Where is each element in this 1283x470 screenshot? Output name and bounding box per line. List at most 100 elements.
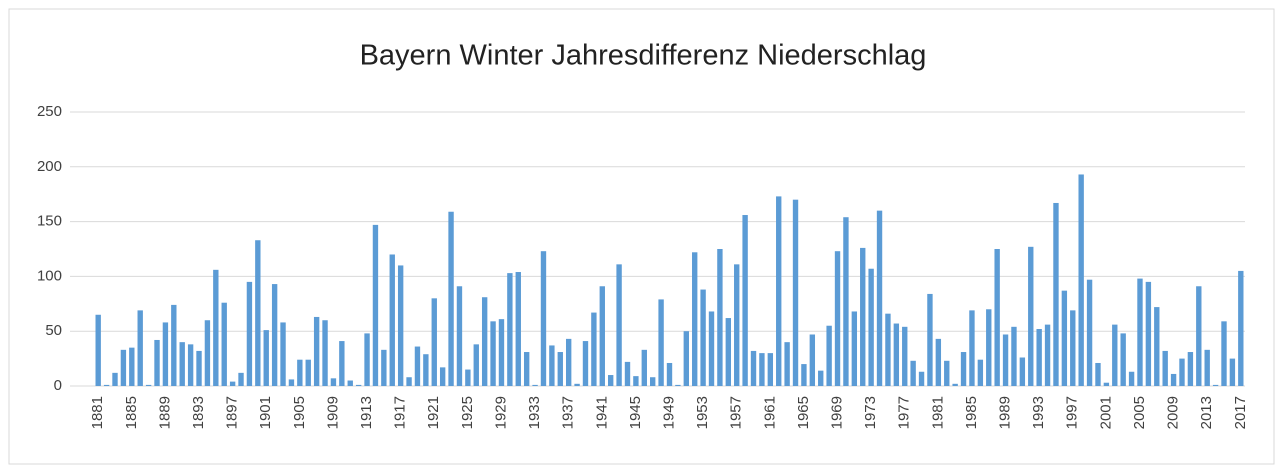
- x-tick-label: 2001: [1097, 396, 1114, 429]
- bar: [1070, 310, 1076, 386]
- bar: [742, 215, 748, 386]
- bar: [1187, 352, 1194, 386]
- bar: [456, 286, 463, 386]
- chart-title: Bayern Winter Jahresdifferenz Niederschl…: [360, 40, 927, 72]
- bar: [280, 322, 286, 386]
- x-tick-label: 1989: [997, 396, 1014, 429]
- bar: [834, 251, 841, 386]
- bar: [414, 346, 421, 386]
- y-tick-label: 100: [37, 267, 62, 284]
- bar: [1078, 174, 1084, 386]
- bar: [624, 361, 631, 386]
- bar: [355, 384, 362, 386]
- bar: [885, 313, 891, 386]
- bar: [137, 310, 143, 386]
- bar: [717, 249, 723, 386]
- bar: [507, 273, 513, 386]
- bar: [683, 331, 689, 386]
- bar: [515, 272, 521, 386]
- bar: [1103, 382, 1110, 386]
- bar: [103, 384, 110, 386]
- bar: [532, 384, 538, 386]
- x-tick-label: 1941: [593, 396, 610, 429]
- bar: [1196, 286, 1202, 386]
- bar: [792, 199, 799, 386]
- bar: [591, 312, 597, 386]
- bar: [818, 370, 824, 386]
- bar: [725, 318, 731, 386]
- bar: [112, 372, 118, 386]
- x-tick-label: 1909: [324, 396, 341, 429]
- y-tick-label: 0: [54, 377, 62, 394]
- bar: [767, 353, 774, 386]
- bar: [1011, 326, 1017, 386]
- bar: [692, 252, 698, 386]
- bar: [969, 310, 975, 386]
- y-tick-label: 150: [37, 213, 62, 230]
- bar: [339, 341, 345, 386]
- y-tick-label: 50: [45, 322, 62, 339]
- bar: [1212, 384, 1219, 386]
- bar: [927, 293, 933, 386]
- bar: [1053, 202, 1059, 386]
- bar: [465, 369, 471, 386]
- bar: [658, 299, 664, 386]
- bar: [1028, 246, 1034, 386]
- bar: [423, 354, 429, 386]
- x-tick-label: 1993: [1030, 396, 1047, 429]
- bar: [599, 286, 605, 386]
- bar: [238, 372, 244, 386]
- x-tick-label: 1921: [425, 396, 442, 429]
- y-tick-label: 200: [37, 158, 62, 175]
- bar: [263, 330, 269, 386]
- bar: [389, 254, 395, 386]
- bar: [305, 359, 311, 386]
- bar: [1120, 333, 1126, 386]
- bar: [641, 349, 647, 386]
- bar: [910, 360, 916, 386]
- bar: [1145, 281, 1152, 386]
- bar: [372, 224, 379, 386]
- bar: [1179, 358, 1185, 386]
- bar: [213, 269, 219, 386]
- bar: [1128, 371, 1135, 386]
- bar: [381, 349, 387, 386]
- bar: [313, 316, 320, 386]
- bar: [498, 319, 505, 386]
- x-tick-label: 1905: [291, 396, 308, 429]
- x-tick-label: 1953: [694, 396, 711, 429]
- x-tick-label: 1965: [795, 396, 812, 429]
- x-tick-label: 1937: [560, 396, 577, 429]
- bar: [666, 362, 673, 386]
- bar: [557, 352, 563, 386]
- bar: [204, 320, 211, 386]
- bar: [809, 334, 816, 386]
- bar: [145, 384, 152, 386]
- bar: [784, 342, 790, 386]
- bar: [944, 360, 950, 386]
- bar: [347, 380, 353, 386]
- bar: [851, 311, 858, 386]
- bar: [154, 339, 160, 386]
- x-tick-label: 1901: [257, 396, 274, 429]
- bar: [868, 268, 874, 386]
- bar: [1019, 357, 1026, 386]
- x-tick-label: 1981: [929, 396, 946, 429]
- x-tick-label: 1913: [358, 396, 375, 429]
- x-tick-label: 1933: [526, 396, 543, 429]
- x-tick-label: 1969: [828, 396, 845, 429]
- x-tick-label: 1949: [660, 396, 677, 429]
- x-tick-label: 1961: [761, 396, 778, 429]
- bar: [1036, 329, 1042, 386]
- bar: [1002, 334, 1009, 386]
- bar: [1204, 349, 1210, 386]
- bar: [187, 344, 194, 386]
- bar: [179, 342, 185, 386]
- x-tick-label: 1929: [492, 396, 509, 429]
- bar: [129, 347, 135, 386]
- x-tick-label: 2013: [1198, 396, 1215, 429]
- bar: [801, 364, 807, 386]
- bar: [322, 320, 328, 386]
- bar: [364, 333, 370, 386]
